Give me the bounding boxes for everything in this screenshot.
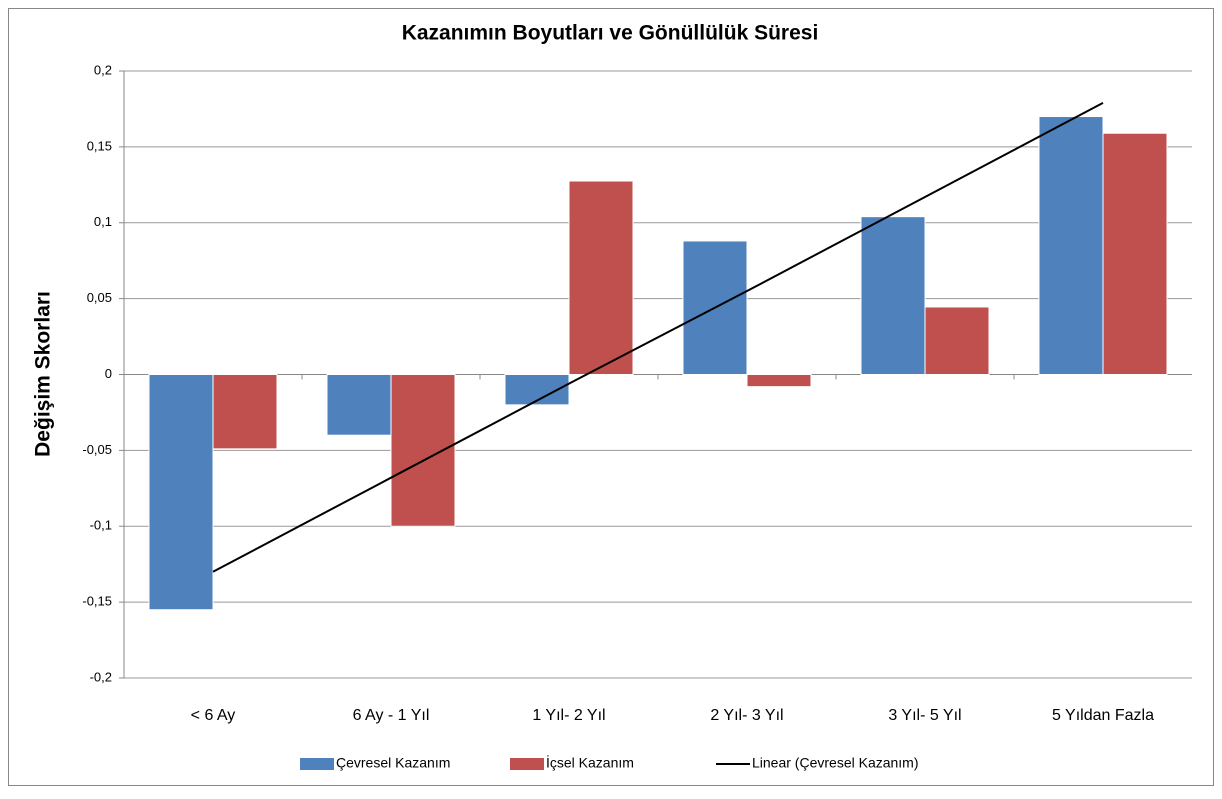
bar [212, 374, 278, 450]
x-tick-label: 2 Yıl- 3 Yıl [710, 707, 783, 724]
chart-title: Kazanımın Boyutları ve Gönüllülük Süresi [402, 22, 819, 45]
legend-label: Linear (Çevresel Kazanım) [752, 755, 919, 771]
x-tick-label: 1 Yıl- 2 Yıl [532, 707, 605, 724]
legend-swatch [510, 758, 544, 770]
bar [1038, 116, 1104, 376]
y-tick-label: 0,05 [87, 290, 112, 305]
bar [746, 374, 812, 388]
bar [924, 306, 990, 375]
x-tick-label: 5 Yıldan Fazla [1052, 707, 1154, 724]
bar [1102, 132, 1168, 375]
bar [860, 216, 926, 375]
bar [568, 180, 634, 375]
trend-line [212, 101, 1104, 573]
legend-swatch [300, 758, 334, 770]
x-tick-label: < 6 Ay [191, 707, 236, 724]
legend-label: Çevresel Kazanım [336, 755, 450, 771]
x-tick-label: 3 Yıl- 5 Yıl [888, 707, 961, 724]
bar [148, 374, 214, 611]
y-tick-label: 0,15 [87, 138, 112, 153]
y-tick-label: -0,1 [90, 518, 112, 533]
y-tick-label: -0,2 [90, 669, 112, 684]
bar [390, 374, 456, 527]
x-tick-label: 6 Ay - 1 Yıl [353, 707, 430, 724]
y-tick-label: -0,05 [82, 442, 112, 457]
y-axis-label: Değişim Skorları [32, 291, 55, 457]
legend-label: İçsel Kazanım [546, 754, 634, 771]
y-tick-label: 0,2 [94, 62, 112, 77]
y-tick-label: 0,1 [94, 214, 112, 229]
y-tick-label: -0,15 [82, 594, 112, 609]
bar [326, 374, 392, 436]
y-tick-label: 0 [105, 366, 112, 381]
